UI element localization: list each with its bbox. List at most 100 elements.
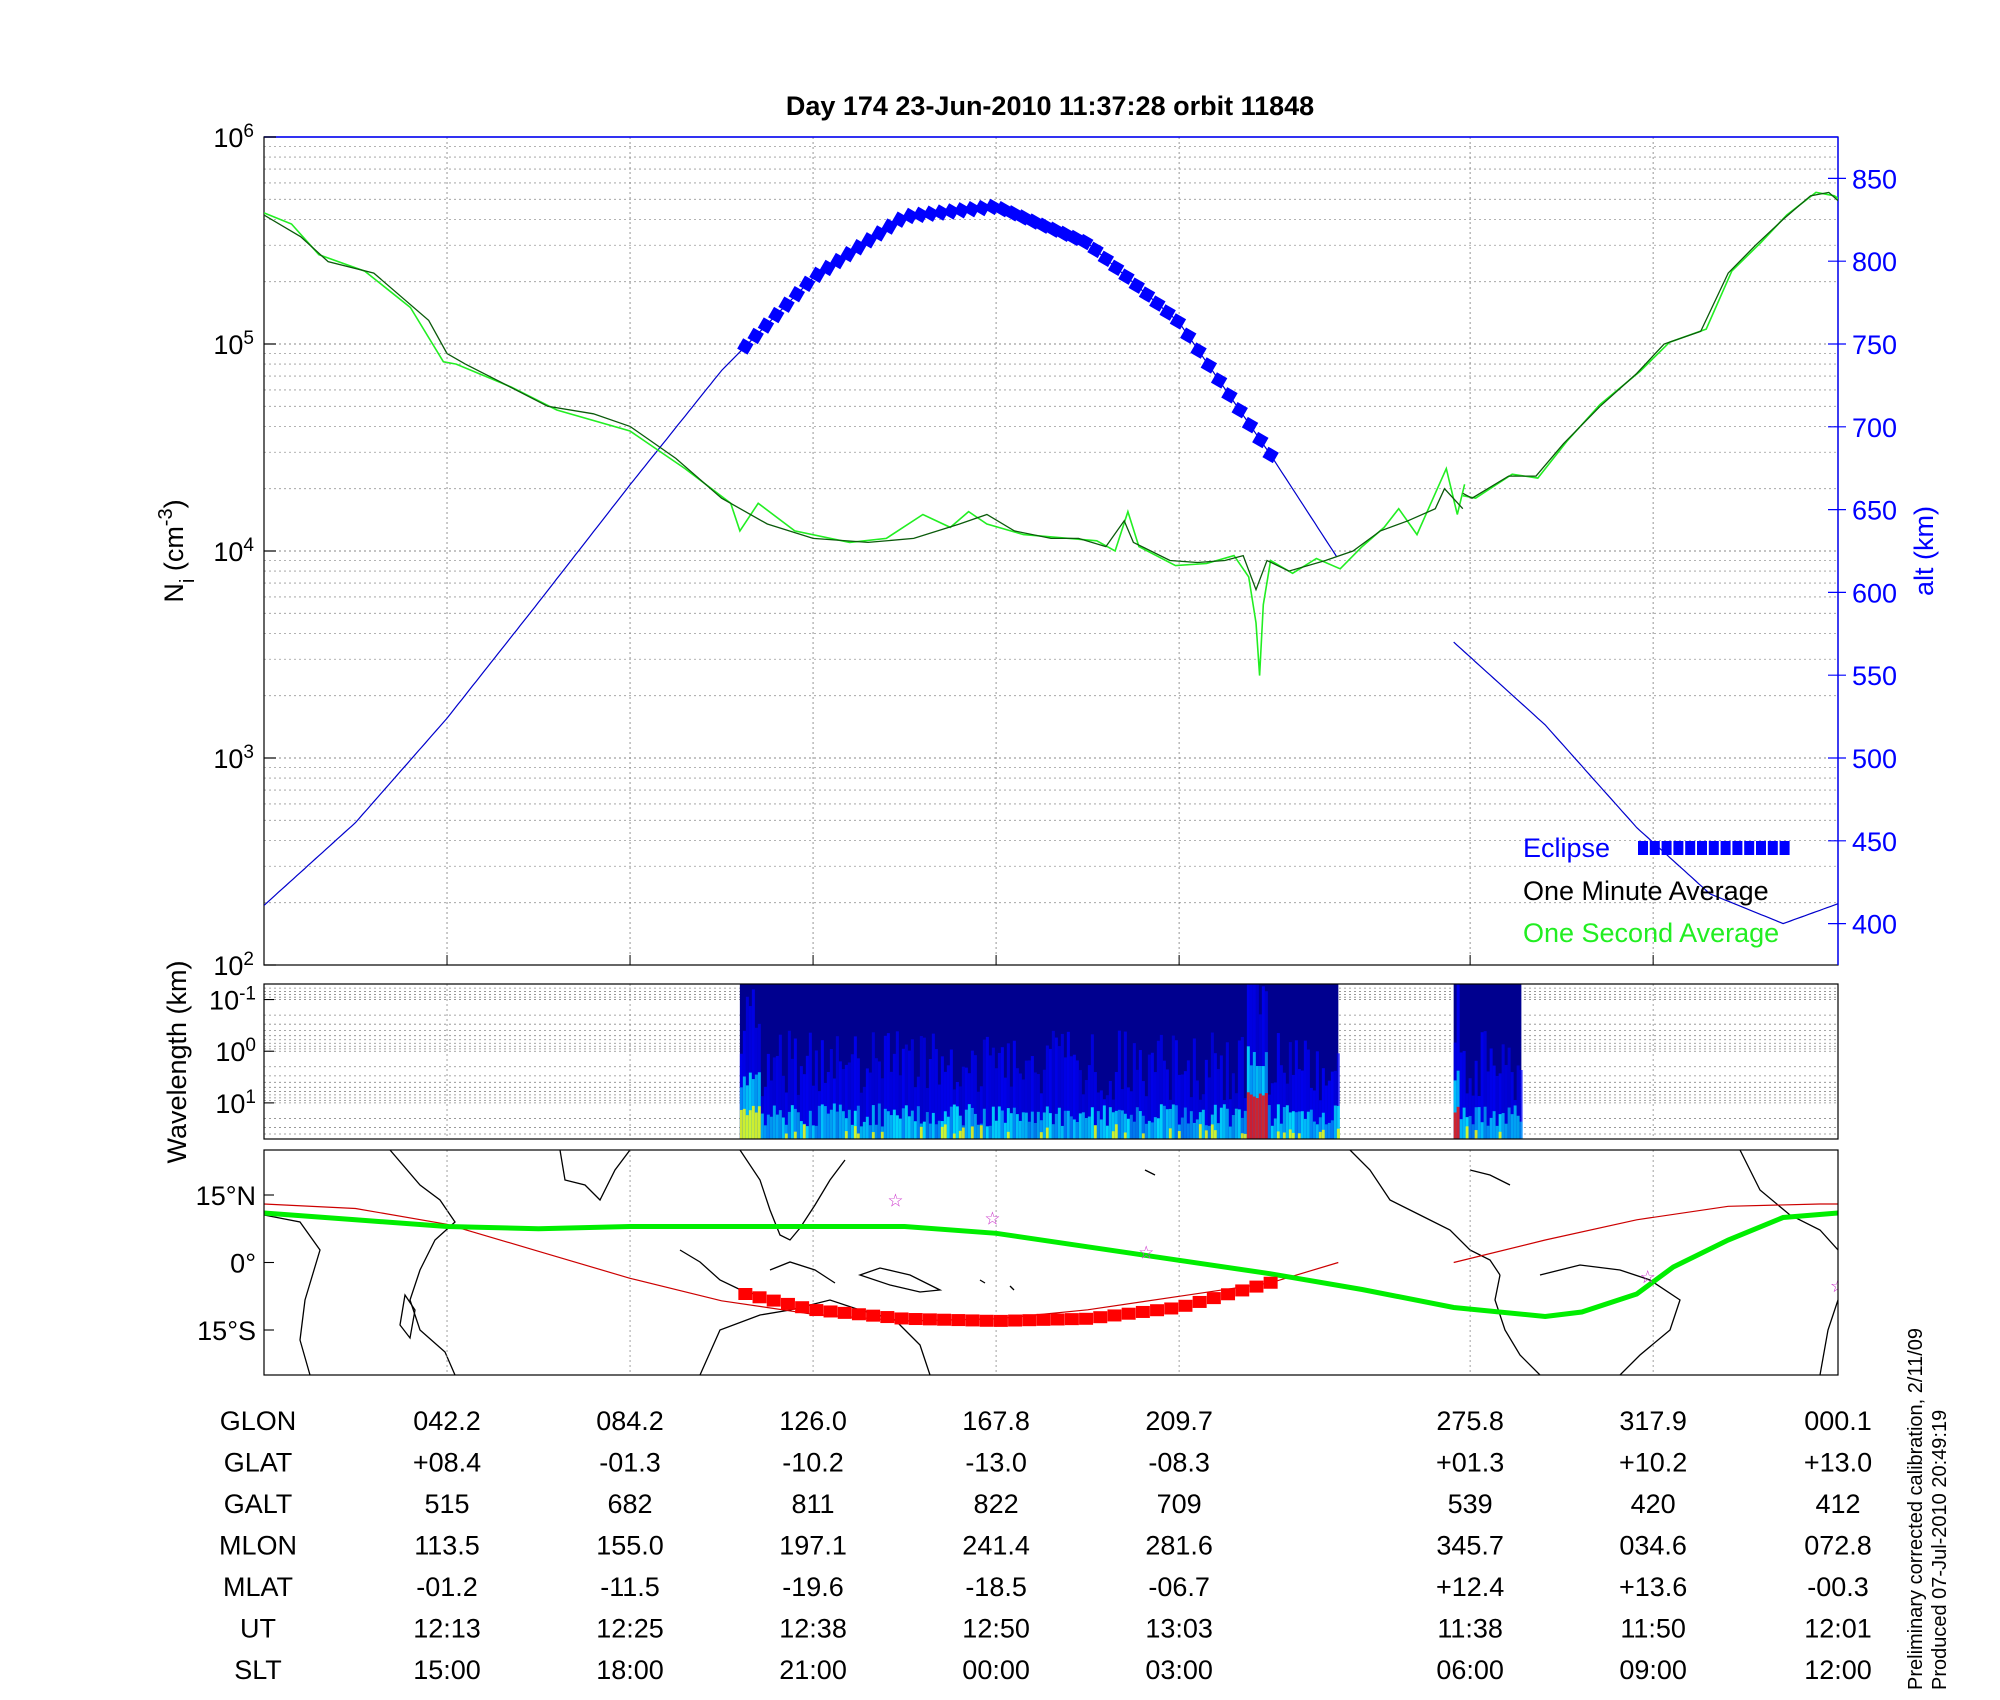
spectrogram-streak-hot <box>1453 1080 1457 1139</box>
spectrogram-streak <box>826 1072 830 1139</box>
spectrogram-streak <box>1165 1069 1169 1139</box>
spectrogram-streak <box>805 1055 809 1139</box>
spectrogram-streak-hot <box>1222 1104 1226 1139</box>
spectrogram-streak <box>1462 1050 1466 1139</box>
map-eclipse-marker <box>1178 1299 1193 1312</box>
spectrogram-streak-hot <box>1213 1104 1217 1139</box>
spectrogram-streak-peak <box>1297 1133 1301 1139</box>
spectrogram-streak-hot <box>1126 1118 1130 1139</box>
spectrogram-streak <box>859 1092 863 1139</box>
coastline <box>857 1267 943 1293</box>
spectrogram-streak <box>775 1055 779 1139</box>
spectrogram-streak <box>1024 1060 1028 1139</box>
spectrogram-streak-hot <box>1300 1111 1304 1139</box>
spectrogram-streak <box>1117 1030 1121 1139</box>
spectrogram-streak-hot <box>1498 1114 1502 1139</box>
spectrogram-streak-peak <box>970 1126 974 1139</box>
eclipse-marker <box>757 317 775 334</box>
table-cell: 000.1 <box>1804 1406 1872 1436</box>
spectrogram-streak <box>1192 1038 1196 1139</box>
spectrogram-streak <box>943 1071 947 1139</box>
spectrogram-streak <box>745 996 749 1139</box>
station-star: ☆ <box>1640 1267 1656 1287</box>
map-eclipse-marker <box>1135 1305 1150 1318</box>
eclipse-marker <box>1149 295 1166 312</box>
spec-tick-label: 10-1 <box>209 983 256 1016</box>
spectrogram-streak-hot <box>1459 1119 1463 1139</box>
spectrogram-streak <box>910 1039 914 1139</box>
table-cell: 167.8 <box>962 1406 1030 1436</box>
spectrogram-streak <box>1012 1040 1016 1139</box>
spectrogram-streak-hot <box>1108 1107 1112 1139</box>
table-cell: -08.3 <box>1148 1448 1210 1478</box>
spectrogram-streak-hot <box>1228 1126 1232 1139</box>
spectrogram-streak-hot <box>1063 1110 1067 1139</box>
spectrogram-streak-hot <box>1039 1120 1043 1139</box>
spectrogram-streak <box>1183 1071 1187 1139</box>
altitude-tick-label: 750 <box>1852 330 1897 360</box>
spectrogram-streak <box>991 1047 995 1139</box>
spectrogram-streak-hot <box>985 1126 989 1139</box>
spectrogram-streak-hot <box>910 1110 914 1139</box>
eclipse-marker <box>932 204 950 221</box>
legend-eclipse-square <box>1697 841 1707 855</box>
table-cell: -19.6 <box>782 1572 844 1602</box>
spectrogram-streak-peak <box>844 1131 848 1139</box>
spectrogram-streak-peak <box>1111 1131 1115 1139</box>
spectrogram-streak <box>1489 1048 1493 1139</box>
spectrogram-streak <box>994 1068 998 1139</box>
spectrogram-streak-hot <box>847 1109 851 1139</box>
altitude-tick-label: 500 <box>1852 744 1897 774</box>
map-eclipse-marker <box>1050 1313 1065 1326</box>
spectrogram-streak-hot <box>1048 1113 1052 1139</box>
spectrogram-streak-hot <box>871 1105 875 1139</box>
legend-eclipse-square <box>1685 841 1696 855</box>
spectrogram-streak <box>1075 1060 1079 1139</box>
map-eclipse-marker <box>951 1314 966 1327</box>
altitude-tick-label: 550 <box>1852 661 1897 691</box>
spectrogram-streak-peak <box>751 1105 755 1139</box>
eclipse-marker <box>788 286 806 303</box>
spectrogram-streak-hot <box>1036 1111 1040 1139</box>
spectrogram-streak-hot <box>1105 1125 1109 1139</box>
spectrogram-streak-hot <box>1081 1112 1085 1139</box>
eclipse-marker <box>974 199 991 217</box>
spectrogram-streak <box>1066 1031 1070 1139</box>
spectrogram-streak <box>1225 1042 1229 1139</box>
spectrogram-streak <box>862 1086 866 1139</box>
map-eclipse-marker <box>880 1311 895 1324</box>
coastline <box>399 1293 416 1340</box>
spectrogram-streak <box>883 1035 887 1139</box>
eclipse-marker <box>1221 387 1238 404</box>
spectrogram-streak-peak <box>1258 1093 1262 1139</box>
spectrogram-streak <box>1498 1073 1502 1139</box>
ground-track-line <box>1453 1203 1838 1264</box>
spectrogram-streak <box>1174 1040 1178 1139</box>
table-row-label: MLAT <box>223 1572 293 1602</box>
spectrogram-streak <box>802 1074 806 1139</box>
spectrogram-streak <box>790 1058 794 1139</box>
table-cell: 00:00 <box>962 1655 1030 1685</box>
spectrogram-streak <box>1087 1065 1091 1139</box>
spectrogram-streak <box>1219 1055 1223 1139</box>
spectrogram-streak-hot <box>934 1124 938 1139</box>
spectrogram-streak <box>1237 1040 1241 1139</box>
spectrogram-streak-peak <box>1204 1130 1208 1139</box>
spectrogram-streak-hot <box>1480 1122 1484 1139</box>
spectrogram-streak-hot <box>1018 1120 1022 1139</box>
spectrogram-streak <box>1210 1032 1214 1139</box>
spectrogram-streak <box>1051 1030 1055 1139</box>
legend-eclipse-marker <box>1638 841 1790 855</box>
spectrogram-streak <box>1129 1091 1133 1139</box>
table-cell: 18:00 <box>596 1655 664 1685</box>
spectrogram-streak-hot <box>973 1113 977 1139</box>
altitude-tick-label: 800 <box>1852 247 1897 277</box>
altitude-axis-label: alt (km) <box>1909 506 1939 596</box>
table-cell: 709 <box>1157 1489 1202 1519</box>
spectrogram-streak-hot <box>1276 1104 1280 1139</box>
spectrogram-streak-hot <box>928 1123 932 1139</box>
spectrogram-streak-peak <box>1261 1095 1265 1139</box>
spectrogram-streak <box>772 1057 776 1139</box>
spectrogram-streak-peak <box>871 1132 875 1139</box>
spectrogram-streak-peak <box>1453 1112 1457 1139</box>
